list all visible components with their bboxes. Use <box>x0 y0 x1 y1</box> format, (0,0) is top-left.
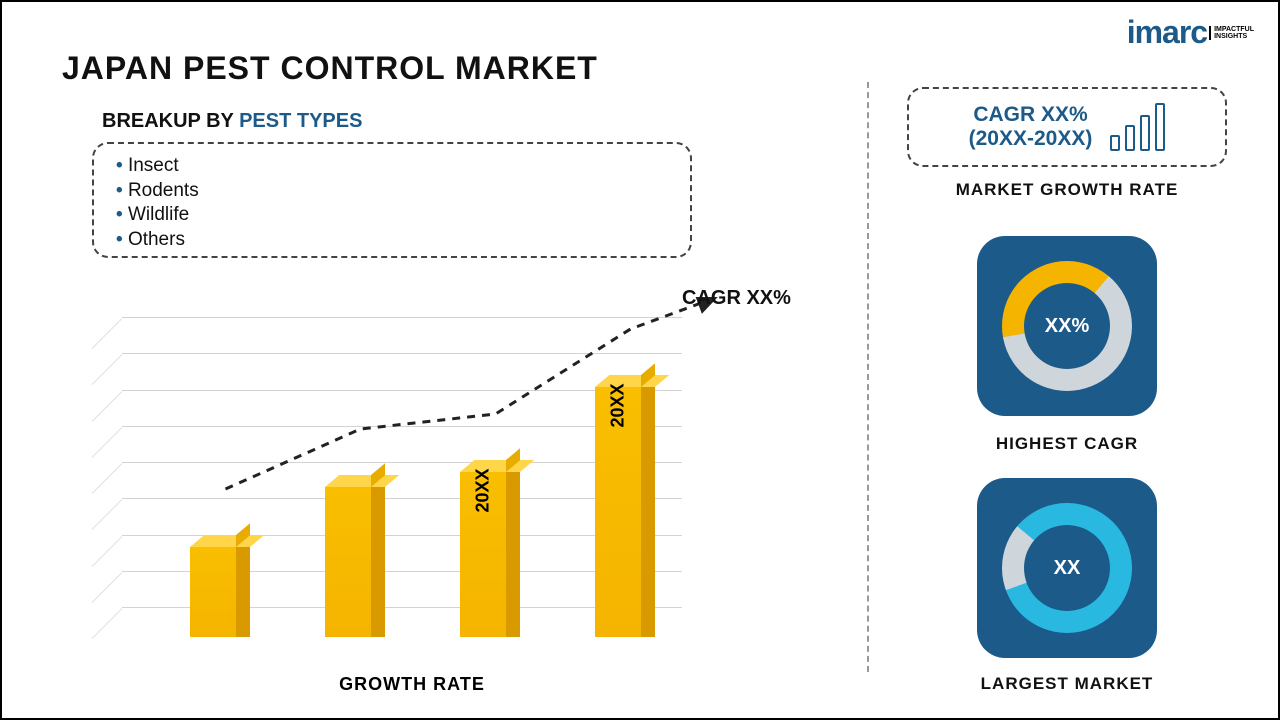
donut-center-value: XX <box>1024 525 1110 611</box>
brand-logo: imarc IMPACTFULINSIGHTS <box>1127 14 1254 51</box>
growth-chart: 20XX20XX CAGR XX% GROWTH RATE <box>92 297 732 667</box>
chart-bar: 20XX <box>595 387 655 637</box>
cagr-summary-box: CAGR XX%(20XX-20XX) <box>907 87 1227 167</box>
highest-cagr-card: XX% <box>977 236 1157 416</box>
list-item: Insect <box>116 154 668 179</box>
donut-chart-market: XX <box>1002 503 1132 633</box>
logo-text: imarc <box>1127 14 1207 51</box>
chart-bar <box>190 547 250 637</box>
chart-bar: 20XX <box>460 472 520 637</box>
bar-year-label: 20XX <box>472 468 493 512</box>
list-item: Wildlife <box>116 203 668 228</box>
subtitle-prefix: BREAKUP BY <box>102 110 239 132</box>
cagr-label: CAGR XX% <box>682 287 791 310</box>
list-item: Others <box>116 228 668 253</box>
list-item: Rodents <box>116 179 668 204</box>
pest-types-list: Insect Rodents Wildlife Others <box>116 154 668 253</box>
vertical-divider <box>867 82 869 672</box>
cagr-summary-text: CAGR XX%(20XX-20XX) <box>969 103 1093 151</box>
bar-year-label: 20XX <box>607 383 628 427</box>
largest-market-card: XX <box>977 478 1157 658</box>
label-highest-cagr: HIGHEST CAGR <box>907 434 1227 454</box>
pest-types-box: Insect Rodents Wildlife Others <box>92 142 692 258</box>
page-title: JAPAN PEST CONTROL MARKET <box>62 50 598 87</box>
subtitle-accent: PEST TYPES <box>239 110 362 132</box>
chart-bars: 20XX20XX <box>152 327 692 637</box>
subtitle: BREAKUP BY PEST TYPES <box>102 110 362 133</box>
donut-chart-cagr: XX% <box>1002 261 1132 391</box>
label-largest-market: LARGEST MARKET <box>907 674 1227 694</box>
x-axis-label: GROWTH RATE <box>339 674 485 695</box>
chart-bar <box>325 487 385 637</box>
logo-tagline: IMPACTFULINSIGHTS <box>1209 26 1254 40</box>
label-market-growth: MARKET GROWTH RATE <box>907 180 1227 200</box>
bar-chart-icon <box>1110 103 1165 151</box>
donut-center-value: XX% <box>1024 283 1110 369</box>
